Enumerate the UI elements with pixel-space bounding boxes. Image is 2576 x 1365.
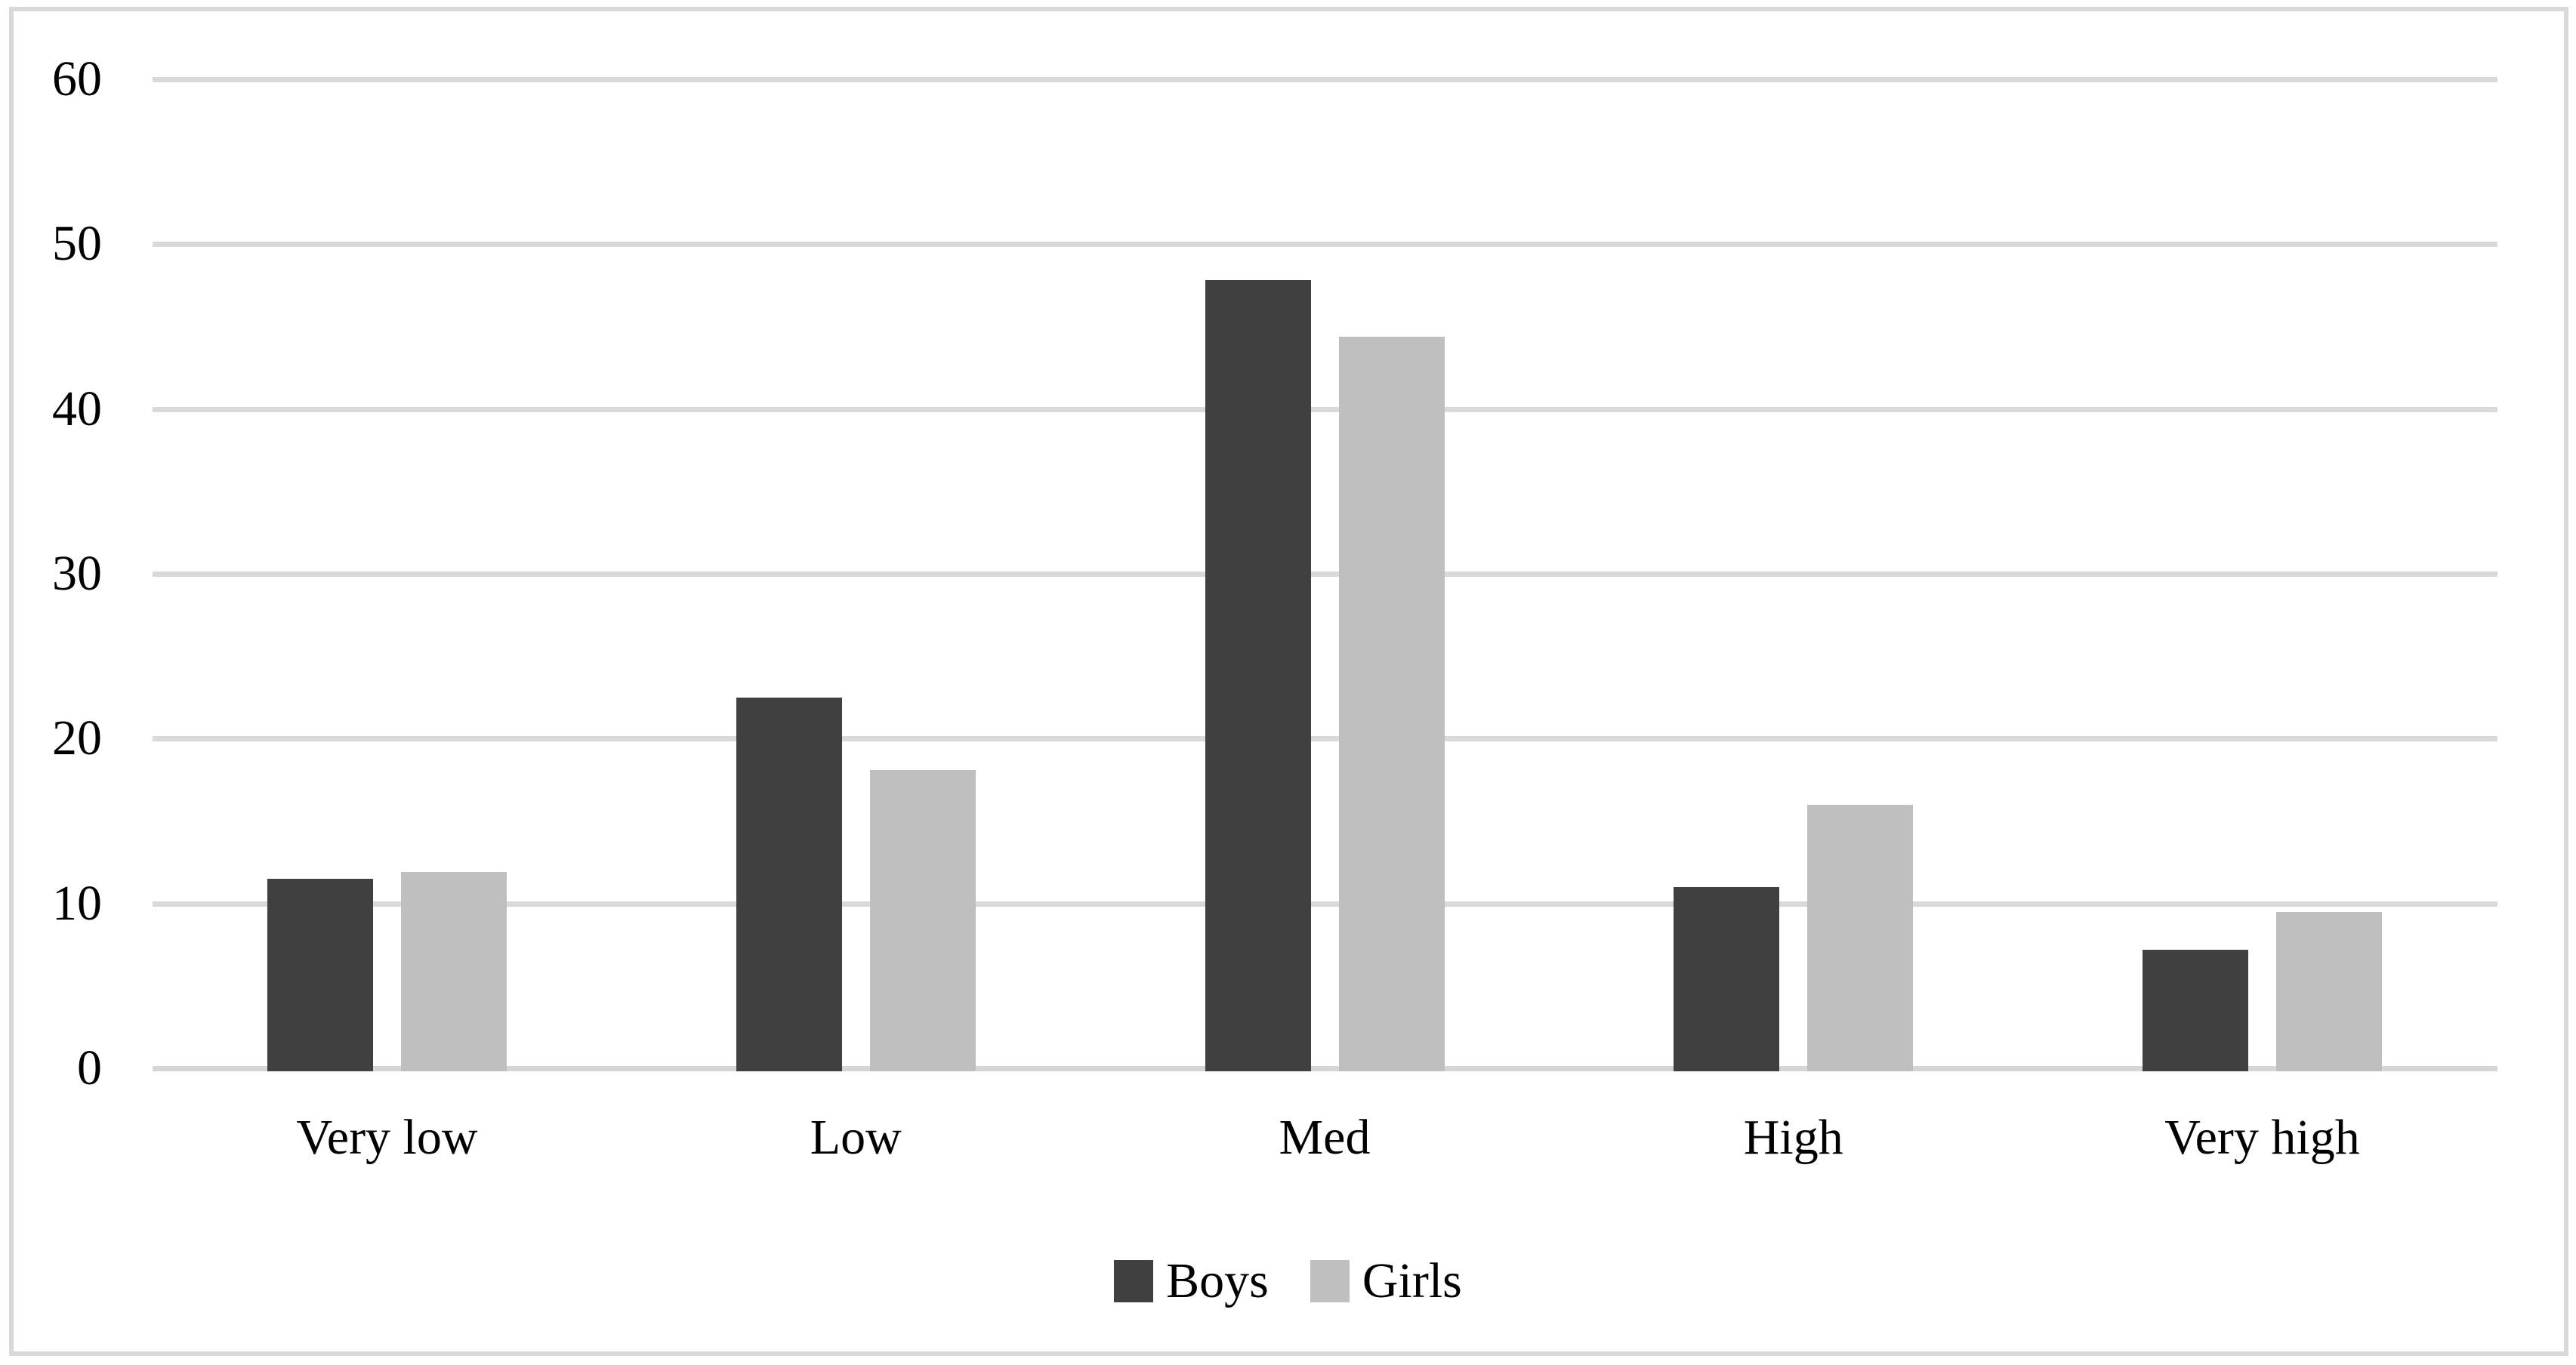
legend-label-boys: Boys — [1166, 1253, 1269, 1308]
bar-boys-high — [1674, 886, 1780, 1071]
bar-boys-very-low — [267, 878, 373, 1071]
y-tick-label-10: 10 — [52, 875, 102, 931]
gridline-y-30 — [153, 572, 2497, 577]
x-category-label-med: Med — [1279, 1110, 1371, 1165]
y-tick-label-20: 20 — [52, 710, 102, 766]
legend-swatch-boys — [1114, 1260, 1154, 1302]
gridline-y-10 — [153, 901, 2497, 907]
gridline-y-50 — [153, 242, 2497, 248]
y-tick-label-40: 40 — [52, 381, 102, 436]
x-category-label-low: Low — [810, 1110, 902, 1165]
x-category-label-high: High — [1743, 1110, 1843, 1165]
y-tick-label-30: 30 — [52, 546, 102, 601]
bar-boys-low — [736, 697, 842, 1071]
x-axis-line — [153, 1066, 2497, 1071]
bar-girls-low — [869, 769, 976, 1071]
legend-item-girls: Girls — [1310, 1247, 1462, 1315]
bar-girls-high — [1807, 804, 1914, 1071]
y-tick-label-60: 60 — [52, 51, 102, 106]
bar-girls-very-low — [401, 872, 507, 1071]
legend-label-girls: Girls — [1362, 1253, 1462, 1308]
legend-swatch-girls — [1310, 1260, 1350, 1302]
legend: Boys Girls — [0, 1247, 2576, 1315]
x-category-label-very-low: Very low — [296, 1110, 478, 1165]
bar-girls-med — [1338, 336, 1445, 1071]
bar-boys-very-high — [2143, 949, 2248, 1071]
bar-girls-very-high — [2276, 911, 2382, 1071]
legend-item-boys: Boys — [1114, 1247, 1269, 1315]
bar-boys-med — [1205, 280, 1311, 1071]
gridline-y-40 — [153, 406, 2497, 412]
gridline-y-20 — [153, 736, 2497, 742]
gridline-y-60 — [153, 77, 2497, 82]
y-tick-label-0: 0 — [77, 1040, 102, 1095]
y-tick-label-50: 50 — [52, 216, 102, 272]
x-category-label-very-high: Very high — [2164, 1110, 2360, 1165]
